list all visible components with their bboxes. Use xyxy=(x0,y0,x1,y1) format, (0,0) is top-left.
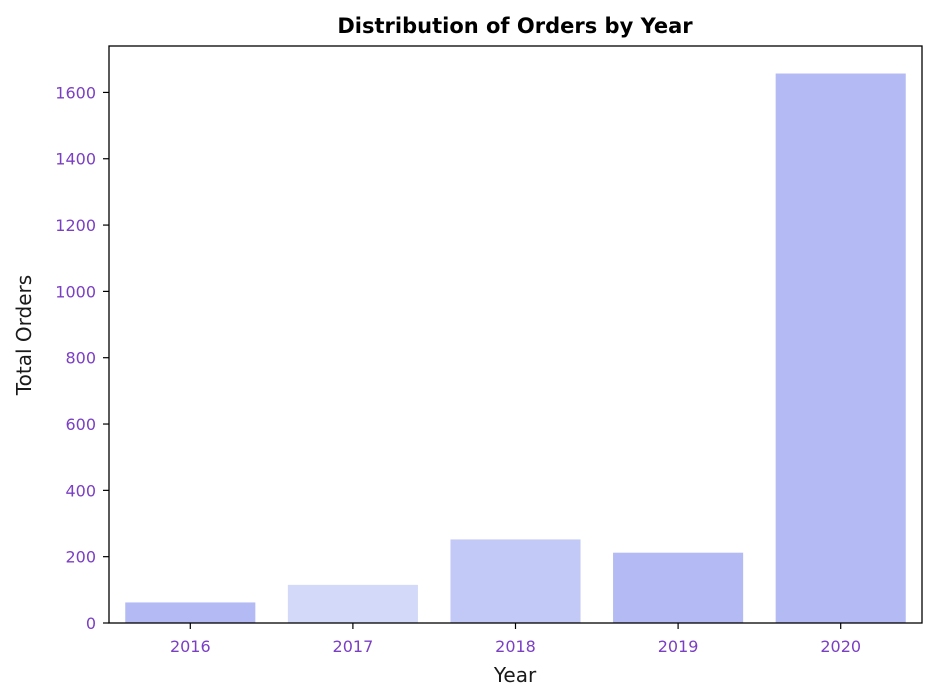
y-axis-ticks: 0 200 400 600 800 1000 1200 1400 1600 xyxy=(55,83,109,633)
chart-title: Distribution of Orders by Year xyxy=(337,14,693,38)
bar-2020 xyxy=(775,73,906,623)
x-tick-label: 2017 xyxy=(333,637,374,656)
x-axis-label: Year xyxy=(493,663,537,687)
y-tick-label: 800 xyxy=(65,349,96,368)
bar-2016 xyxy=(125,602,256,623)
y-tick-label: 400 xyxy=(65,481,96,500)
y-tick-label: 1400 xyxy=(55,150,96,169)
x-tick-label: 2019 xyxy=(658,637,699,656)
x-tick-label: 2016 xyxy=(170,637,211,656)
bar-2018 xyxy=(450,539,581,623)
bars-group xyxy=(125,73,906,623)
x-tick-label: 2020 xyxy=(820,637,861,656)
plot-frame xyxy=(108,45,923,624)
y-axis-label: Total Orders xyxy=(12,275,36,396)
y-tick-label: 1200 xyxy=(55,216,96,235)
y-tick-label: 1000 xyxy=(55,282,96,301)
x-tick-label: 2018 xyxy=(495,637,536,656)
y-tick-label: 1600 xyxy=(55,83,96,102)
y-tick-label: 200 xyxy=(65,548,96,567)
bar-2019 xyxy=(613,552,744,623)
y-tick-label: 0 xyxy=(86,614,96,633)
bar-2017 xyxy=(287,584,418,623)
x-axis-ticks: 2016 2017 2018 2019 2020 xyxy=(170,623,861,656)
y-tick-label: 600 xyxy=(65,415,96,434)
